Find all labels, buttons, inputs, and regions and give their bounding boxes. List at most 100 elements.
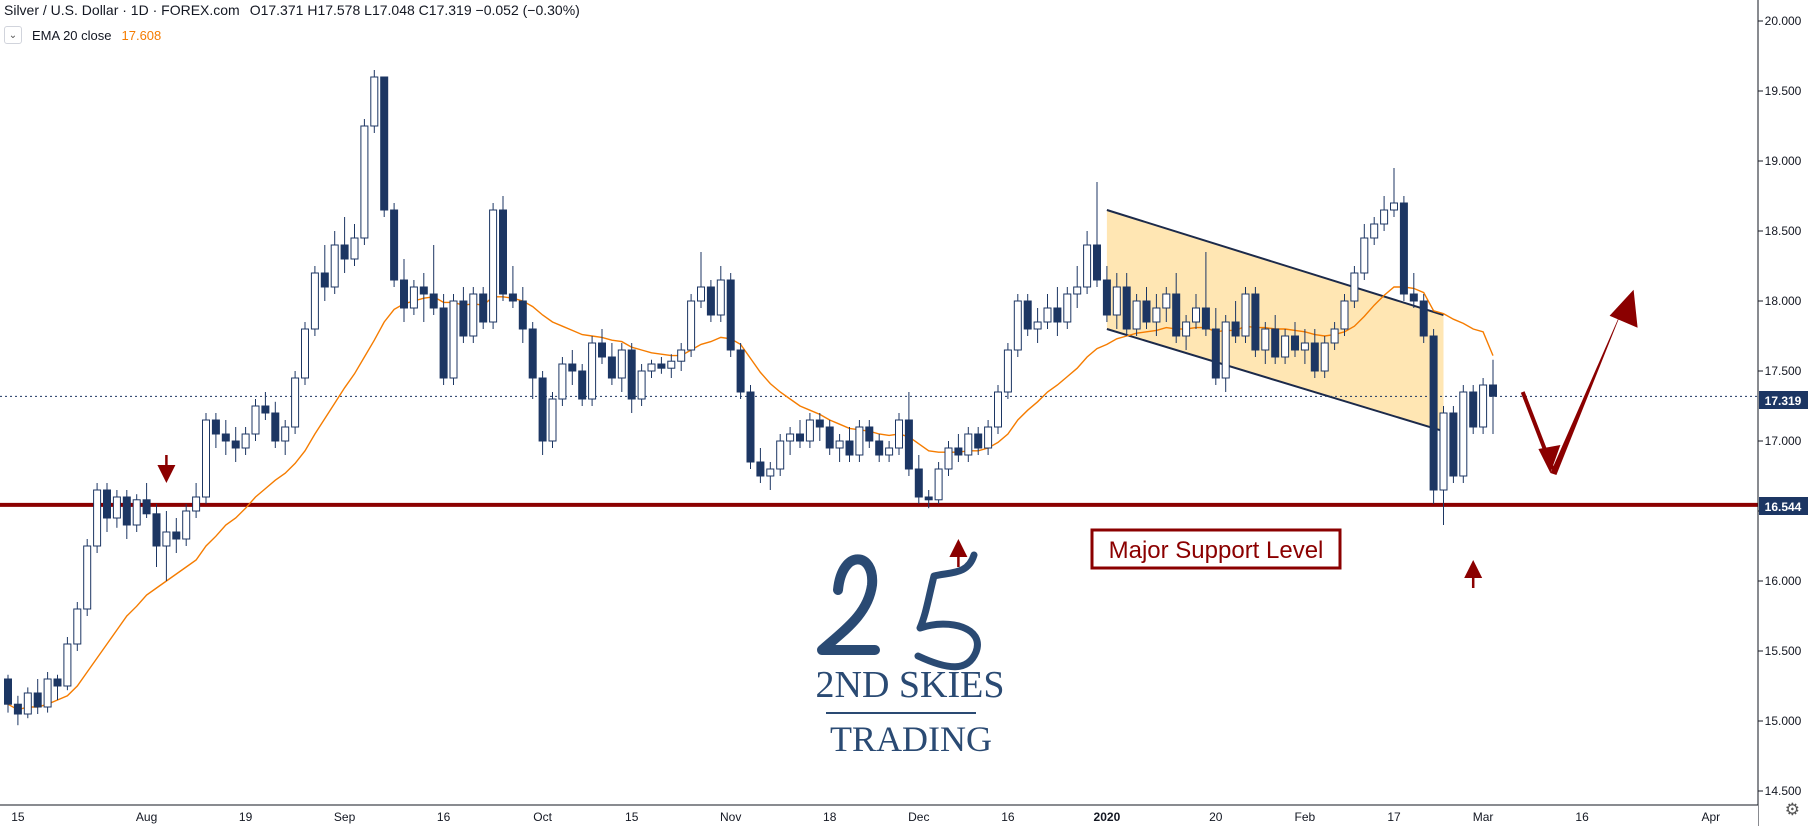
candle bbox=[1043, 294, 1052, 329]
projection-up-leg bbox=[1550, 301, 1626, 475]
gear-icon[interactable]: ⚙ bbox=[1784, 800, 1800, 819]
candle bbox=[13, 695, 22, 726]
candle-body bbox=[1241, 293, 1250, 337]
candle-body bbox=[4, 678, 12, 705]
candle-body bbox=[241, 433, 250, 449]
candle bbox=[340, 217, 349, 273]
candle-body bbox=[499, 209, 507, 295]
candle-body bbox=[598, 342, 606, 358]
candle bbox=[1340, 294, 1349, 336]
candle bbox=[815, 413, 824, 441]
candle-body bbox=[786, 433, 795, 442]
candle bbox=[499, 196, 507, 301]
candle-body bbox=[1132, 300, 1141, 330]
down-arrow-head bbox=[157, 465, 176, 483]
support-price-tag-bg bbox=[1759, 497, 1808, 515]
candle bbox=[954, 434, 963, 462]
candle-body bbox=[974, 433, 983, 449]
candle-body bbox=[13, 703, 22, 715]
candle-body bbox=[360, 125, 369, 239]
candle-body bbox=[489, 209, 498, 323]
candle-body bbox=[1310, 342, 1319, 372]
candle bbox=[914, 455, 923, 504]
candle bbox=[578, 364, 587, 406]
x-tick-label: 16 bbox=[1575, 810, 1589, 824]
candle-body bbox=[954, 447, 963, 456]
x-tick-label: Oct bbox=[533, 810, 552, 824]
candle bbox=[1033, 308, 1042, 343]
candle bbox=[1310, 329, 1319, 378]
candle-body bbox=[1320, 342, 1329, 372]
candle bbox=[241, 427, 250, 455]
x-tick-label: 15 bbox=[625, 810, 639, 824]
candle-body bbox=[1469, 391, 1478, 428]
candle bbox=[112, 490, 121, 528]
candle-body bbox=[1251, 293, 1260, 351]
candle bbox=[142, 483, 151, 518]
symbol-title[interactable]: Silver / U.S. Dollar · 1D · FOREX.com bbox=[4, 2, 240, 18]
candle bbox=[1192, 294, 1200, 329]
candle bbox=[489, 203, 498, 329]
y-tick-label: 19.000 bbox=[1765, 154, 1802, 168]
watermark-logo: 2ND SKIES TRADING bbox=[816, 551, 1004, 759]
candle bbox=[1073, 266, 1082, 308]
candle-body bbox=[627, 349, 636, 400]
up-arrow-head bbox=[949, 539, 968, 557]
candle bbox=[736, 343, 745, 399]
candle bbox=[855, 420, 864, 462]
candle-body bbox=[221, 433, 230, 442]
candle-body bbox=[845, 440, 854, 456]
candle bbox=[360, 119, 369, 245]
candle bbox=[231, 427, 240, 462]
candle-body bbox=[330, 244, 339, 288]
candle-body bbox=[271, 412, 280, 442]
candle bbox=[1360, 224, 1369, 280]
candle bbox=[182, 504, 191, 546]
candle-body bbox=[1073, 286, 1082, 295]
candle bbox=[390, 203, 399, 287]
annotation-arrows bbox=[157, 289, 1638, 588]
candle bbox=[251, 399, 260, 441]
x-tick-label: Aug bbox=[136, 810, 157, 824]
candle-body bbox=[479, 293, 488, 323]
candle bbox=[479, 287, 488, 329]
candle-body bbox=[776, 440, 785, 470]
indicator-legend: ⌄ EMA 20 close 17.608 bbox=[4, 26, 161, 44]
candle-body bbox=[875, 440, 884, 456]
candle-body bbox=[1281, 335, 1290, 358]
indicator-name[interactable]: EMA 20 close bbox=[32, 27, 112, 43]
candle-body bbox=[63, 643, 72, 687]
price-axis-bg bbox=[1758, 0, 1808, 826]
candle bbox=[43, 672, 52, 713]
channel-upper-line bbox=[1106, 209, 1444, 316]
candle bbox=[330, 231, 339, 294]
candle-body bbox=[1063, 293, 1072, 323]
candle bbox=[73, 602, 82, 651]
candle-body bbox=[1122, 286, 1131, 330]
candle-body bbox=[647, 363, 656, 372]
candle-body bbox=[924, 496, 933, 501]
candle-body bbox=[1102, 279, 1111, 316]
candle-body bbox=[390, 209, 399, 281]
candle-body bbox=[617, 349, 626, 379]
candle-body bbox=[340, 244, 349, 260]
low-value: 17.048 bbox=[371, 2, 415, 18]
candle-body bbox=[251, 405, 260, 435]
candle bbox=[1102, 266, 1111, 322]
candle-body bbox=[1409, 293, 1418, 302]
candle-body bbox=[588, 342, 597, 400]
candle bbox=[1211, 308, 1220, 385]
candle-body bbox=[746, 391, 755, 463]
candle bbox=[380, 76, 389, 217]
candle bbox=[1469, 385, 1478, 434]
candle-body bbox=[706, 286, 715, 316]
y-tick-label: 17.500 bbox=[1765, 364, 1802, 378]
candle bbox=[984, 420, 993, 455]
candle bbox=[429, 245, 438, 315]
chevron-down-icon[interactable]: ⌄ bbox=[4, 26, 22, 44]
candle bbox=[934, 462, 943, 504]
candle bbox=[1201, 252, 1210, 336]
candle bbox=[944, 441, 953, 476]
candle bbox=[796, 420, 804, 448]
